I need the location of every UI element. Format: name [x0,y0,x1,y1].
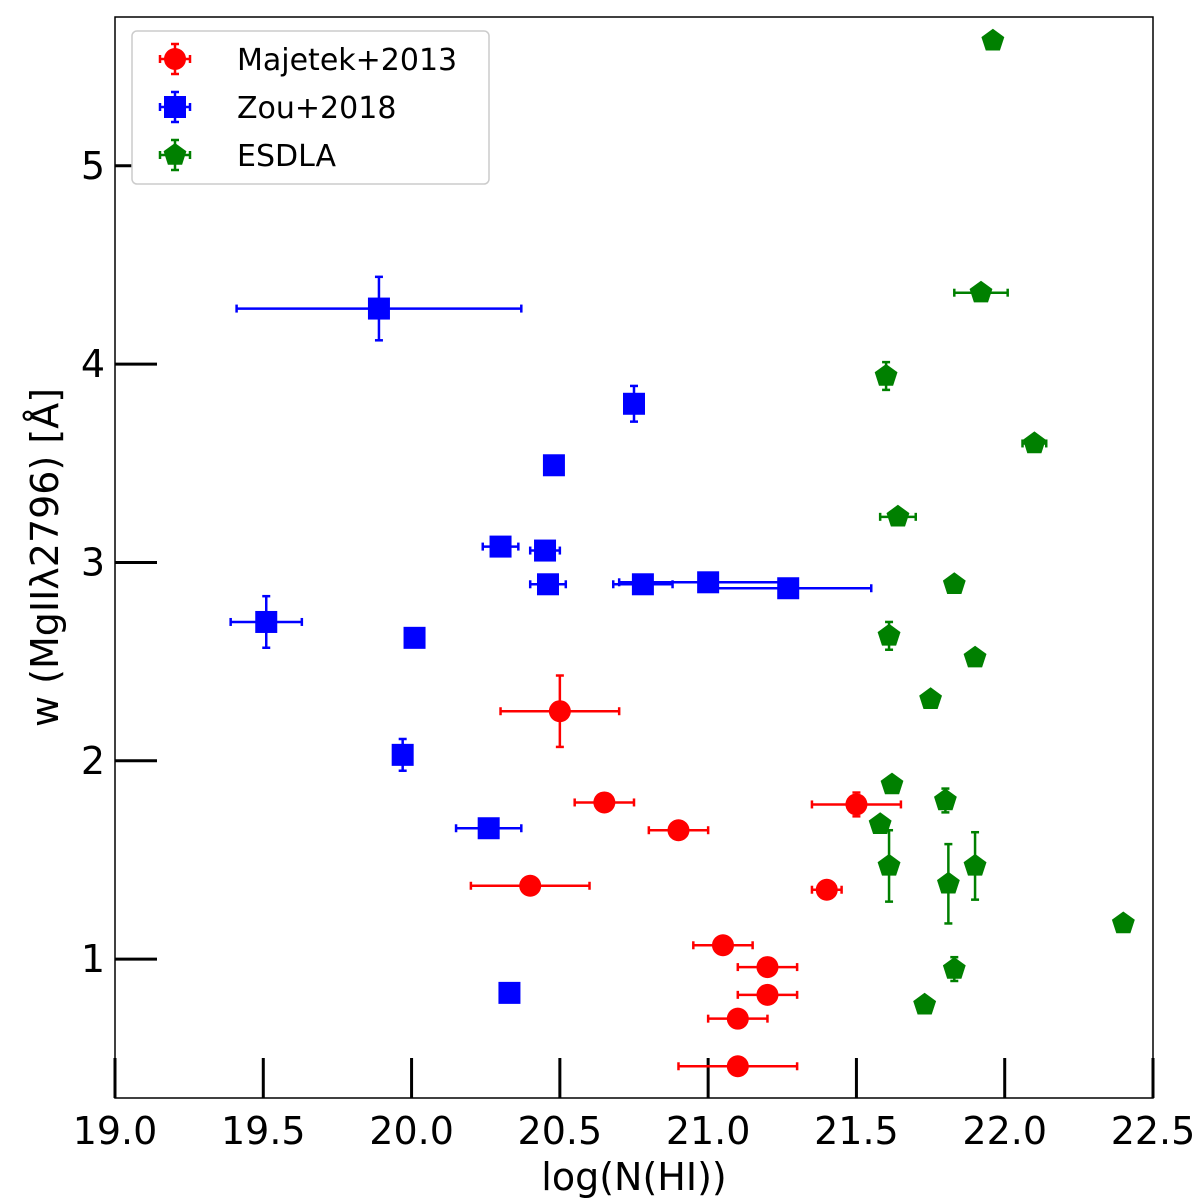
data-point [403,626,426,649]
x-axis-title: log(N(HI)) [541,1155,726,1199]
y-tick-label: 5 [81,144,105,188]
data-point [477,817,500,840]
data-point [631,573,654,596]
data-points [229,28,1135,1078]
data-point [777,577,800,600]
legend-label: Majetek+2013 [237,43,457,78]
data-point [886,504,910,527]
data-point [498,981,521,1004]
data-point [845,793,868,816]
x-tick-label: 22.0 [962,1109,1047,1153]
y-tick-label: 2 [81,739,105,783]
data-point [934,788,957,811]
plot-frame [114,16,1154,1099]
legend-marker [163,143,187,165]
y-axis-title: w (MgIIλ2796) [Å] [23,388,67,727]
data-point [877,853,901,876]
data-point [593,791,616,814]
data-point [726,1055,749,1078]
legend-label: Zou+2018 [237,91,396,126]
data-point [536,573,559,596]
data-point [963,853,987,876]
x-tick-label: 21.5 [814,1109,899,1153]
data-point [1111,911,1135,934]
data-point [756,956,779,979]
series-zou-2018 [229,275,873,1004]
data-point [367,297,390,320]
data-point [391,743,414,766]
data-point [711,934,734,957]
data-point [877,623,901,646]
legend-marker [164,96,186,118]
data-point [534,539,557,562]
legend: Majetek+2013 Zou+2018 ESDLA [131,30,490,185]
y-tick-label: 3 [81,540,105,584]
series-majetek-2013 [469,674,903,1078]
data-point [489,535,512,558]
data-point [255,610,278,633]
data-point [623,392,645,415]
x-tick-label: 20.0 [369,1109,454,1153]
data-point [1023,431,1046,454]
y-tick-label: 4 [81,342,105,386]
x-tick-label: 20.5 [518,1109,603,1153]
data-point [726,1007,749,1030]
data-point [548,700,571,723]
data-point [519,874,542,897]
legend-label: ESDLA [237,139,337,174]
data-point [937,871,960,894]
data-point [913,992,937,1015]
data-point [542,454,565,477]
x-tick-label: 21.0 [666,1109,751,1153]
data-point [981,28,1005,51]
data-point [697,571,720,594]
y-tick-label: 1 [81,937,105,981]
data-point [868,812,892,834]
x-tick-label: 19.0 [73,1109,158,1153]
data-point [919,687,942,709]
x-tick-label: 19.5 [221,1109,306,1153]
legend-box [131,30,490,185]
axis-ticks: 19.0 19.5 20.0 20.5 21.0 21.5 22.0 22.5 1 2 3 4 5 [73,144,1196,1153]
data-point [969,280,993,303]
data-point [756,983,779,1006]
legend-marker [164,48,186,70]
data-point [963,645,987,668]
data-point [874,364,898,386]
data-point [942,957,966,979]
data-point [667,819,690,842]
data-point [942,572,966,594]
data-point [815,878,838,901]
data-point [880,772,904,795]
x-tick-label: 22.5 [1111,1109,1196,1153]
series-esdla [868,28,1135,1015]
